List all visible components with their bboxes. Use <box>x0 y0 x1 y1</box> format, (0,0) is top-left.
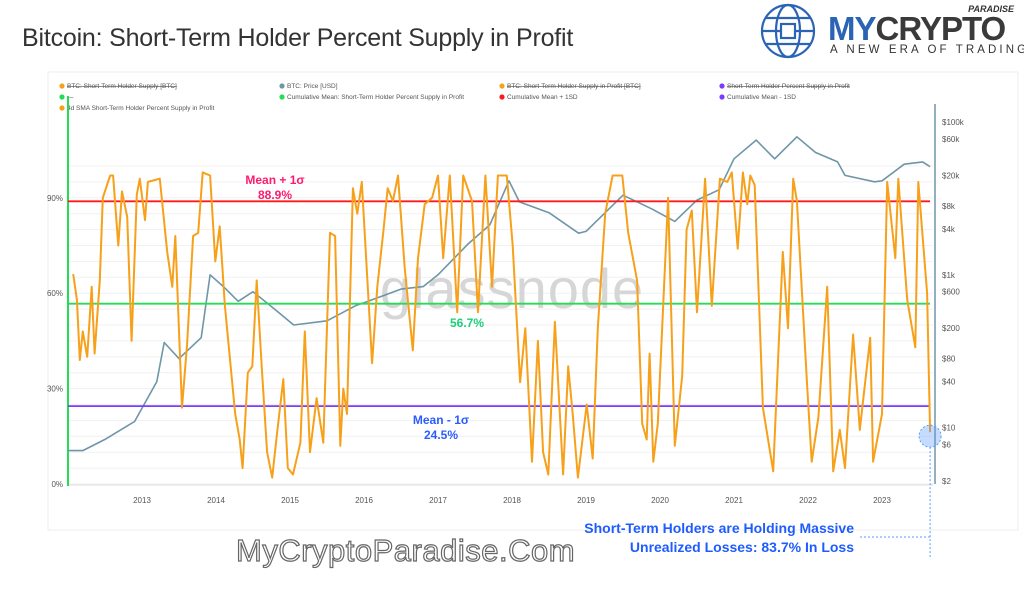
x-tick-label: 2017 <box>429 496 447 505</box>
reference-value-label: 56.7% <box>450 316 484 330</box>
y-right-tick-label: $60k <box>942 135 960 144</box>
reference-label: Mean + 1σ <box>245 173 304 187</box>
legend-marker <box>59 83 65 89</box>
y-left-tick-label: 30% <box>47 385 63 394</box>
legend-item-label: Cumulative Mean: Short-Term Holder Perce… <box>287 94 464 101</box>
x-tick-label: 2015 <box>281 496 299 505</box>
y-right-tick-label: $40 <box>942 378 956 387</box>
legend-item-label: BTC: Price [USD] <box>287 83 338 90</box>
y-right-tick-label: $20k <box>942 171 960 180</box>
y-left-tick-label: 60% <box>47 289 63 298</box>
y-right-tick-label: $80 <box>942 355 956 364</box>
y-left-tick-label: 0% <box>51 480 63 489</box>
legend-marker <box>279 83 285 89</box>
x-tick-label: 2018 <box>503 496 521 505</box>
x-tick-label: 2020 <box>651 496 669 505</box>
y-right-tick-label: $10 <box>942 424 956 433</box>
y-right-tick-label: $1k <box>942 271 956 280</box>
x-tick-label: 2019 <box>577 496 595 505</box>
y-right-tick-label: $100k <box>942 118 965 127</box>
legend-marker <box>499 94 505 100</box>
highlight-circle <box>918 424 942 448</box>
annotation-line-1: Short-Term Holders are Holding Massive <box>584 520 854 536</box>
y-right-tick-label: $2 <box>942 477 951 486</box>
legend-item-label: — <box>67 94 74 101</box>
logo-tagline: A NEW ERA OF TRADING <box>830 44 1024 56</box>
logo-sup: PARADISE <box>968 4 1014 14</box>
legend-item-label: Cumulative Mean - 1SD <box>727 94 796 101</box>
legend-marker <box>719 94 725 100</box>
y-right-tick-label: $8k <box>942 202 956 211</box>
legend-item-label: Short-Term Holder Percent Supply in Prof… <box>727 83 850 90</box>
legend-marker <box>279 94 285 100</box>
reference-label: Mean - 1σ <box>413 413 469 427</box>
legend-item-label: BTC: Short-Term Holder Supply in Profit … <box>507 83 641 90</box>
annotation: Short-Term Holders are Holding Massive U… <box>584 519 854 557</box>
price-line <box>68 136 931 452</box>
logo: MYCRYPTO PARADISE A NEW ERA OF TRADING <box>755 2 1024 60</box>
x-tick-label: 2014 <box>207 496 225 505</box>
sth-profit-line <box>72 171 932 479</box>
x-tick-label: 2022 <box>799 496 817 505</box>
x-tick-label: 2023 <box>873 496 891 505</box>
annotation-line-2: Unrealized Losses: 83.7% In Loss <box>629 539 854 555</box>
x-tick-label: 2016 <box>355 496 373 505</box>
reference-value-label: 24.5% <box>424 428 458 442</box>
legend-marker <box>719 83 725 89</box>
footer-watermark: MyCryptoParadise.Com <box>235 532 576 568</box>
reference-value-label: 88.9% <box>258 188 292 202</box>
legend-item-label: Cumulative Mean + 1SD <box>507 94 578 101</box>
y-right-tick-label: $6 <box>942 441 951 450</box>
legend-item-label: BTC: Short-Term Holder Supply [BTC] <box>67 83 177 90</box>
x-tick-label: 2013 <box>133 496 151 505</box>
page-title: Bitcoin: Short-Term Holder Percent Suppl… <box>22 24 574 52</box>
legend-marker <box>59 94 65 100</box>
y-right-tick-label: $4k <box>942 225 956 234</box>
legend-marker <box>499 83 505 89</box>
y-right-tick-label: $600 <box>942 288 960 297</box>
legend-marker <box>59 105 65 111</box>
y-right-tick-label: $200 <box>942 324 960 333</box>
glassnode-watermark: glassnode <box>380 257 644 320</box>
globe-icon <box>760 3 816 59</box>
chart-frame <box>47 71 1019 531</box>
logo-wordmark: MYCRYPTO <box>828 10 1006 47</box>
x-tick-label: 2021 <box>725 496 743 505</box>
legend-item-label: 4d SMA Short-Term Holder Percent Supply … <box>67 105 215 112</box>
y-left-tick-label: 90% <box>47 194 63 203</box>
